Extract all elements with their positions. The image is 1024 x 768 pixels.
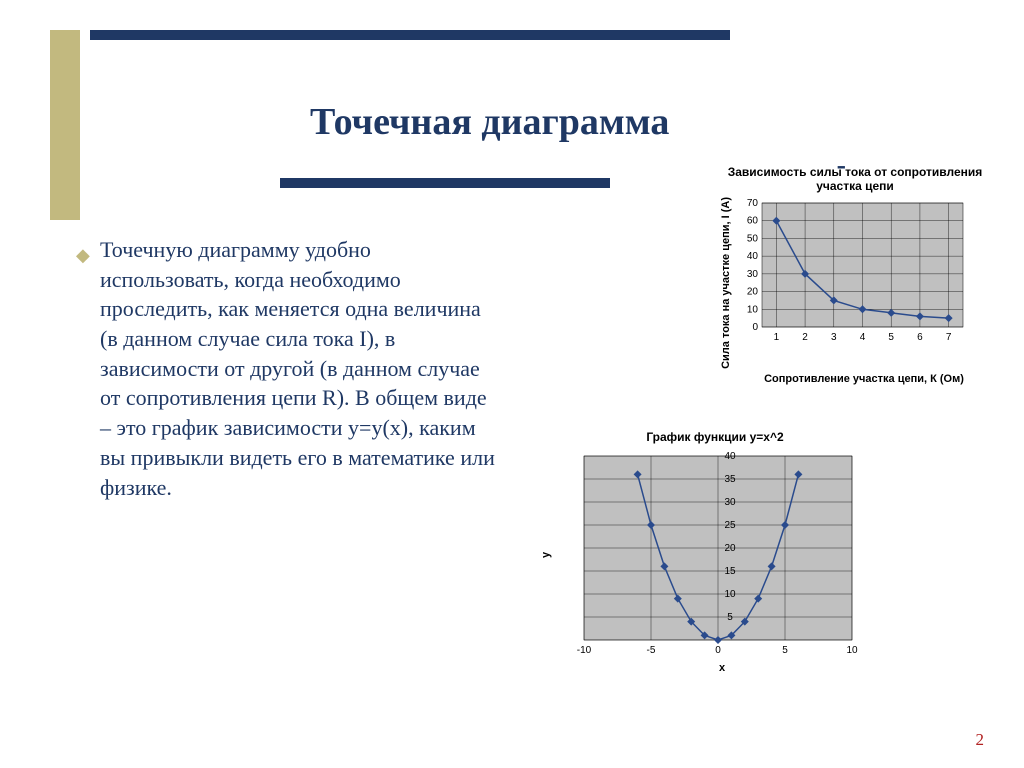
svg-text:3: 3 bbox=[831, 332, 837, 343]
svg-text:40: 40 bbox=[724, 451, 736, 462]
svg-text:6: 6 bbox=[917, 332, 923, 343]
bullet-icon: ◆ bbox=[76, 243, 90, 267]
svg-text:20: 20 bbox=[747, 287, 759, 298]
title-underline bbox=[280, 178, 610, 188]
page-number: 2 bbox=[976, 730, 985, 750]
svg-text:0: 0 bbox=[752, 322, 758, 333]
svg-text:10: 10 bbox=[747, 304, 759, 315]
svg-text:2: 2 bbox=[802, 332, 808, 343]
svg-text:10: 10 bbox=[846, 645, 858, 656]
svg-text:7: 7 bbox=[946, 332, 952, 343]
svg-text:70: 70 bbox=[747, 198, 759, 209]
chart2-title: График функции y=x^2 bbox=[540, 430, 890, 444]
svg-text:15: 15 bbox=[724, 566, 736, 577]
svg-text:20: 20 bbox=[724, 543, 736, 554]
svg-text:5: 5 bbox=[888, 332, 894, 343]
chart2-xlabel: x bbox=[554, 662, 890, 674]
svg-text:25: 25 bbox=[724, 520, 736, 531]
svg-text:35: 35 bbox=[724, 474, 736, 485]
body-text-content: Точечную диаграмму удобно использовать, … bbox=[100, 237, 495, 500]
svg-text:-10: -10 bbox=[577, 645, 592, 656]
svg-text:60: 60 bbox=[747, 216, 759, 227]
chart2-plot: -10 -5 0 5 10 5 10 15 20 25 30 35 40 bbox=[558, 450, 858, 660]
chart-parabola: График функции y=x^2 y -10 -5 0 5 10 5 10 15 20 2… bbox=[540, 430, 890, 710]
svg-text:1: 1 bbox=[774, 332, 780, 343]
slide-title: Точечная диаграмма bbox=[310, 100, 669, 144]
svg-text:5: 5 bbox=[727, 612, 733, 623]
svg-text:-5: -5 bbox=[647, 645, 656, 656]
svg-text:30: 30 bbox=[724, 497, 736, 508]
chart1-plot: 0 10 20 30 40 50 60 70 1 2 3 4 5 6 7 bbox=[734, 197, 969, 347]
svg-text:50: 50 bbox=[747, 233, 759, 244]
header-bar bbox=[90, 30, 730, 40]
chart2-ylabel: y bbox=[540, 450, 552, 660]
body-paragraph: ◆ Точечную диаграмму удобно использовать… bbox=[100, 235, 500, 502]
chart-current-vs-resistance: Зависимость силы тока от сопротивления у… bbox=[720, 165, 990, 395]
svg-text:40: 40 bbox=[747, 251, 759, 262]
chart1-title: Зависимость силы тока от сопротивления у… bbox=[720, 165, 990, 193]
svg-text:4: 4 bbox=[860, 332, 866, 343]
chart1-ylabel: Сила тока на участке цепи, I (А) bbox=[720, 197, 732, 369]
svg-text:5: 5 bbox=[782, 645, 788, 656]
svg-text:10: 10 bbox=[724, 589, 736, 600]
svg-text:30: 30 bbox=[747, 269, 759, 280]
svg-text:0: 0 bbox=[715, 645, 721, 656]
chart1-xlabel: Сопротивление участка цепи, К (Ом) bbox=[738, 373, 990, 385]
accent-box bbox=[50, 30, 80, 220]
